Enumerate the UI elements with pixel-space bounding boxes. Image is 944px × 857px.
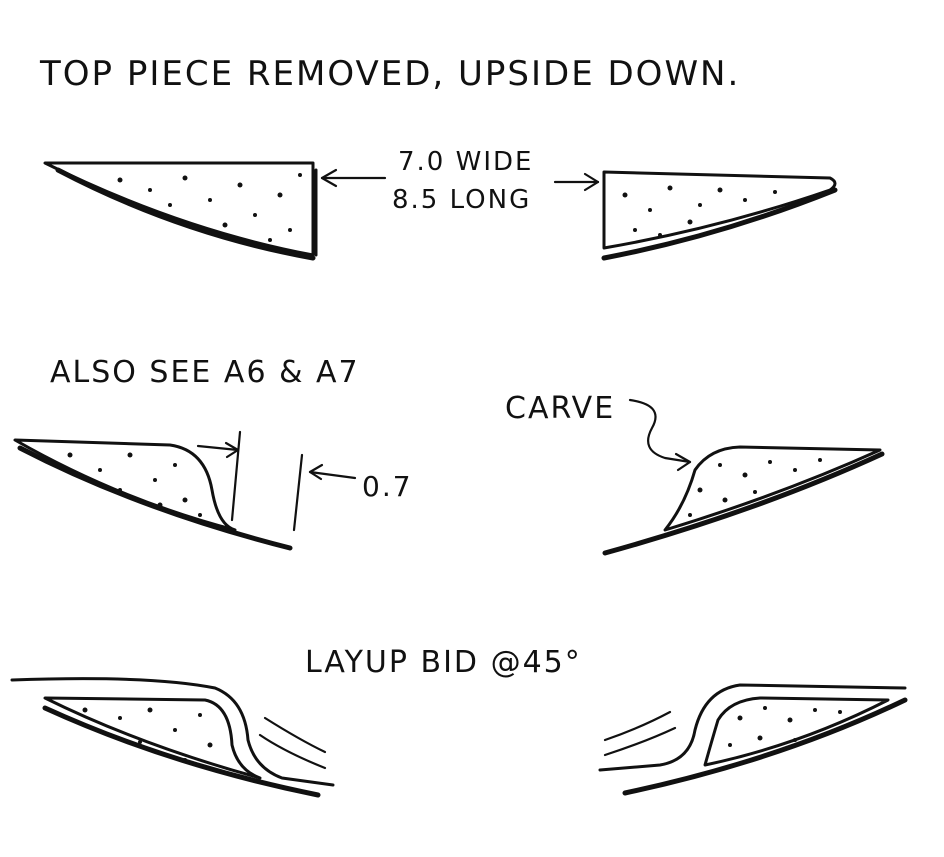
dim-wide-label: 7.0 WIDE [398,147,533,177]
dim-arrow-left [314,168,387,257]
layup-label: LAYUP BID @45° [305,645,582,680]
dim-arrow-right [553,172,600,192]
also-see-label: ALSO SEE A6 & A7 [50,355,360,390]
dim-long-label: 8.5 LONG [392,185,531,215]
wedge-top-right [601,170,838,261]
wedge-carved-left [13,430,357,551]
carve-label: CARVE [505,391,615,426]
dim-small-label: 0.7 [362,470,413,503]
wedge-carved-right [602,398,885,556]
wedge-layup-right [598,683,908,796]
wedge-top-left [43,161,316,261]
title-label: TOP PIECE REMOVED, UPSIDE DOWN. [39,54,740,94]
wedge-layup-left [10,677,335,798]
